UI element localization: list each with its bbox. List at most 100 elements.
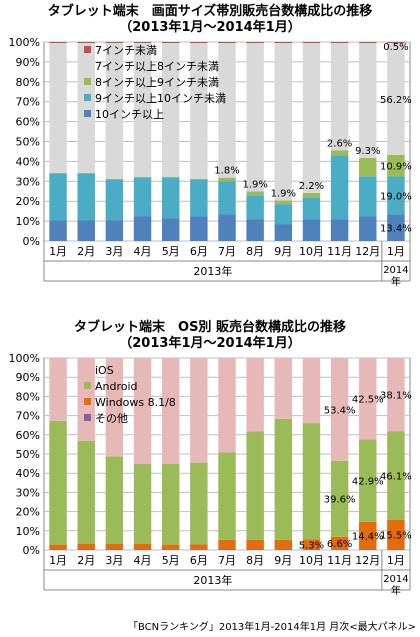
chart1-bar-segment [190,178,208,180]
chart2-x-tick-label: 2月 [77,554,95,567]
chart1-bar-segment [105,179,124,221]
chart2-bar-segment [330,549,349,550]
chart2-y-tick-label: 50% [16,448,40,461]
chart1-y-tick-label: 40% [16,155,40,168]
chart2-bar-segment [387,358,405,432]
chart2-data-label: 39.6% [324,495,356,506]
chart2-bar-segment [161,544,180,550]
chart2-x-tick-label: 3月 [105,554,123,567]
chart1-bar-segment [302,42,321,43]
chart2-bar-segment [77,549,95,550]
chart2-bar-segment [161,549,180,550]
chart2-y-tick-label: 60% [16,429,40,442]
chart1-bar-segment [330,155,349,220]
chart1-bar-segment [246,195,264,220]
chart1-bar-segment [302,219,321,241]
chart1-data-label: 1.8% [214,166,239,177]
chart1-title-line2: （2013年1月～2014年1月） [119,20,301,35]
chart1-x-tick-label: 9月 [274,245,292,258]
chart1-bar-segment [359,157,377,177]
chart2-bar-segment [190,358,208,463]
chart2-y-tick-label: 80% [16,390,40,403]
chart1-bar-segment [105,42,124,179]
chart2-x-tick-label: 6月 [190,554,208,567]
chart1-x-tick-label: 10月 [299,245,324,258]
chart1-bar-segment [161,176,180,178]
chart2-data-label: 15.5% [380,531,412,542]
chart1-x-tick-label: 3月 [105,245,123,258]
chart2-y-tick-label: 20% [16,506,40,519]
chart1-bar-segment [190,216,208,241]
chart1-y-tick-label: 70% [16,96,40,109]
chart2-data-label: 6.6% [327,539,352,550]
chart2-bar-segment [302,423,321,540]
chart2-bar-segment [387,549,405,550]
chart2-x-tick-label: 1月 [387,554,405,567]
chart1-bar-segment [218,42,236,43]
chart2-bar-segment [330,358,349,461]
chart2-legend-swatch [84,414,91,421]
chart2-x-tick-label: 11月 [327,554,352,567]
chart2-bar-segment [218,549,236,550]
chart1-y-tick-label: 100% [9,36,40,49]
chart1-bar-segment [133,176,152,178]
chart1-bar-segment [359,42,377,158]
chart1-bar-segment [387,154,405,177]
chart1-data-label: 9.3% [355,146,380,157]
chart1-title-line1: タブレット端末 画面サイズ帯別販売台数構成比の推移 [47,4,373,19]
chart2-bar-segment [161,463,180,545]
chart1-bar-segment [330,150,349,156]
chart1-data-label: 2.6% [327,138,352,149]
chart1-data-label: 0.5% [383,42,408,53]
chart2-x-tick-label: 7月 [218,554,236,567]
chart2-x-tick-label: 9月 [274,554,292,567]
chart1-bar-segment [274,204,293,225]
chart1-bar-segment [246,219,264,241]
chart1-legend-swatch [84,62,91,69]
chart2-bar-segment [330,460,349,537]
chart2-bar-segment [246,539,264,550]
chart1-bar-segment [274,200,293,205]
chart1-x-tick-label: 2月 [77,245,95,258]
chart2-data-label: 42.9% [352,477,384,488]
chart2-bar-segment [190,549,208,550]
chart1-data-label: 1.9% [271,188,296,199]
chart1-year-label: 2013年 [193,264,232,278]
chart1-bar-segment [387,214,405,241]
chart2-bar-segment [274,358,293,419]
chart1-y-tick-label: 90% [16,56,40,69]
chart2-x-tick-label: 10月 [299,554,324,567]
chart1-bar-segment [49,173,67,221]
chart2-data-label: 42.5% [352,395,384,406]
chart1-bar-segment [161,42,180,177]
chart1-x-tick-label: 6月 [190,245,208,258]
chart2-bar-segment [330,536,349,550]
chart2-year-label: 年 [391,584,401,597]
chart2-bar-segment [77,440,95,544]
chart1-bar-segment [49,172,67,174]
chart2-legend-swatch [84,366,91,373]
chart2-year-label: 2013年 [193,573,232,587]
source-note: 「BCNランキング」2013年1月-2014年1月 月次<最大パネル> [127,622,416,633]
chart1-bar-segment [161,42,180,43]
chart2-bar-segment [161,358,180,464]
chart1-bar-segment [302,42,321,193]
chart1-y-tick-label: 60% [16,116,40,129]
chart2-data-label: 5.3% [299,540,324,551]
chart2-bar-segment [105,358,124,457]
chart2-bar-segment [274,418,293,540]
chart1-bar-segment [190,42,208,43]
chart1-bar-segment [218,214,236,241]
chart2-bar-segment [105,549,124,550]
chart1-bar-segment [161,218,180,241]
chart1-bar-segment [387,42,405,155]
chart1-bar-segment [359,42,377,43]
chart2-bar-segment [218,358,236,453]
chart2-bar-segment [133,358,152,464]
chart2-data-label: 46.1% [380,471,412,482]
chart1-bar-segment [190,42,208,179]
chart2-y-tick-label: 30% [16,486,40,499]
chart2-bar-segment [190,544,208,550]
chart1-bar-segment [77,42,95,173]
